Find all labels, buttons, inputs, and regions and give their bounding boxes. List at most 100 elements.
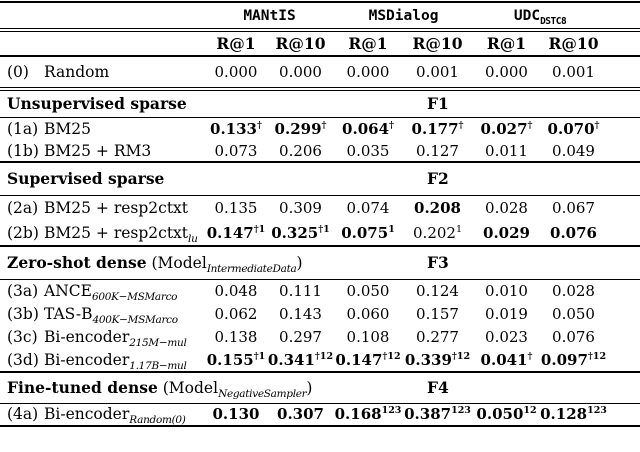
value-cell: 0.325†1 [267,220,335,247]
right-margin-spacer [607,302,640,325]
value-cell: 0.050 [540,302,607,325]
value: 0.341 [267,350,315,369]
metric-header-row: R@1 R@10 R@1 R@10 R@1 R@10 [0,30,640,57]
row-label-cell: (4a) Bi-encoderRandom(0) [0,403,205,426]
table-row: (3c) Bi-encoder215M−mul 0.138 0.297 0.108 0.2… [0,325,640,348]
dataset-label: MANtIS [243,7,296,24]
value-superscript: † [257,119,262,131]
value: 0.049 [552,141,595,160]
value: 0.076 [552,327,595,346]
row-label: BM25 [44,119,91,138]
value-cell: 0.147†12 [334,348,403,373]
value: 0.143 [279,304,322,323]
section-row-spacer [473,372,640,404]
row-id: (0) [7,63,29,81]
value: 0.133 [210,119,257,138]
value-cell: 0.341†12 [267,348,335,373]
right-margin-spacer [607,348,640,373]
dataset-label: UDC [513,7,541,24]
value-cell: 0.064† [334,117,402,140]
value: 0.108 [346,327,390,346]
value: 0.073 [214,141,258,160]
section-row: Fine-tuned dense (ModelNegativeSampler) F… [0,372,640,404]
phase-tag: F3 [402,246,474,280]
value: 0.028 [552,281,595,300]
value-cell: 0.011 [473,140,541,163]
value: 0.124 [416,281,459,300]
value-cell: 0.028 [473,195,540,220]
results-table: MANtIS MSDialog UDCDSTC8 R@1 R@10 R@1 R@10 R@1 R… [0,1,640,427]
value-cell: 0.108 [334,325,402,348]
section-title: Zero-shot dense [7,253,147,273]
value: 0.000 [279,63,322,81]
value: 0.297 [279,327,322,346]
phase-tag: F2 [402,162,474,196]
value-cell: 0.010 [473,279,540,302]
value: 0.060 [346,304,390,323]
value-cell: 0.299† [267,117,334,140]
row-label-subscript: 215M−mul [129,336,187,349]
phase-tag: F1 [402,89,474,118]
value-superscript: 123 [381,405,402,417]
value-superscript: 123 [451,405,471,417]
value-superscript: 1 [455,223,463,235]
value-superscript: † [458,119,464,131]
value: 0.050 [476,405,524,424]
right-margin-spacer [607,30,640,57]
value: 0.157 [416,304,459,323]
row-label: ANCE [44,281,92,300]
section-title-cell: Zero-shot dense (ModelIntermediateData) [0,246,403,280]
row-id: (1a) [7,119,39,138]
dataset-header-row: MANtIS MSDialog UDCDSTC8 [0,2,640,32]
value-cell: 0.070† [540,117,607,140]
value-cell: 0.0751 [334,220,403,247]
value-cell: 0.133† [205,117,267,140]
table-row: (3a) ANCE600K−MSMarco 0.048 0.111 0.050 0.124… [0,279,640,302]
value-cell: 0.130 [205,403,267,426]
value-cell: 0.111 [267,279,334,302]
value-cell: 0.147†1 [205,220,267,247]
row-label-subscript: 1.17B−mul [129,359,187,372]
value-cell: 0.027† [473,117,540,140]
row-label: Bi-encoder [44,405,130,424]
value-cell: 0.000 [334,56,403,91]
value-cell: 0.208 [402,195,473,220]
table-row: (1a) BM25 0.133† 0.299† 0.064† 0.177† 0.027† 0.… [0,117,640,140]
right-margin-spacer [607,2,640,32]
dataset-header: MSDialog [334,2,474,32]
label-column-spacer [0,30,205,57]
value-superscript: † [527,350,533,362]
value: 0.001 [552,63,595,81]
value: 0.128 [540,405,588,424]
value: 0.299 [274,119,322,138]
value-cell: 0.307 [267,403,334,426]
right-margin-spacer [607,140,640,163]
value: 0.206 [279,141,322,160]
dataset-header: MANtIS [205,2,335,32]
value: 0.127 [416,141,459,160]
section-title: Supervised sparse [7,169,165,189]
value: 0.010 [485,281,528,300]
value-cell: 0.049 [540,140,608,163]
value: 0.035 [346,141,390,160]
value: 0.111 [279,281,322,300]
section-row: Unsupervised sparse F1 [0,89,640,118]
value-cell: 0.000 [473,56,541,91]
value-cell: 0.157 [402,302,473,325]
section-paren-open: (Model [162,379,219,398]
value-superscript: †1 [318,223,330,235]
value: 0.155 [206,350,254,369]
value-cell: 0.076 [540,325,607,348]
row-id: (2a) [7,198,39,217]
right-margin-spacer [607,117,640,140]
row-id: (3c) [7,327,38,346]
value-cell: 0.097†12 [540,348,608,373]
value: 0.001 [416,63,459,81]
section-subscript: NegativeSampler [218,388,307,401]
value: 0.029 [483,223,530,242]
value-cell: 0.000 [267,56,335,91]
value: 0.309 [279,198,322,217]
value-cell: 0.138 [205,325,267,348]
value: 0.000 [485,63,528,81]
value: 0.277 [416,327,459,346]
